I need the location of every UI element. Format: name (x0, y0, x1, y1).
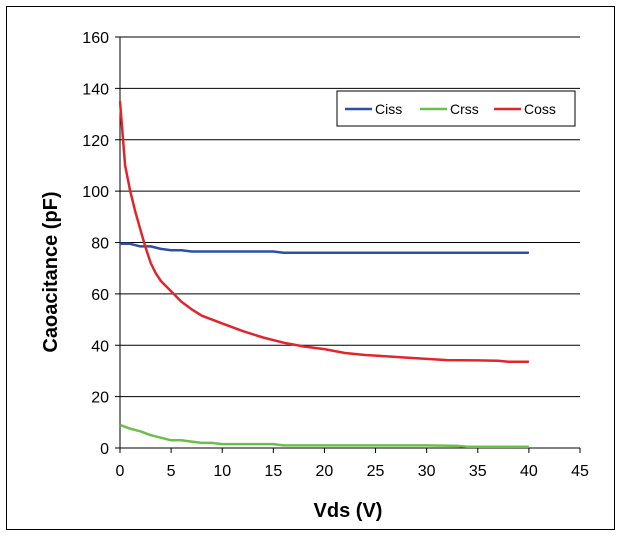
y-tick-label: 140 (82, 81, 109, 98)
x-tick-label: 5 (167, 463, 176, 480)
legend-label-crss: Crss (450, 101, 479, 117)
x-tick-labels: 0 5 10 15 20 25 30 35 40 45 (116, 463, 589, 480)
x-tick-label: 25 (367, 463, 385, 480)
y-tick-label: 20 (91, 390, 109, 407)
y-tick-label: 60 (91, 287, 109, 304)
x-tick-label: 10 (213, 463, 231, 480)
y-tick-label: 100 (82, 184, 109, 201)
gridlines (120, 36, 580, 398)
series-lines (118, 101, 529, 448)
y-tick-label: 160 (82, 30, 109, 47)
legend-label-ciss: Ciss (375, 101, 402, 117)
x-tick-label: 40 (520, 463, 538, 480)
series-line-crss (119, 423, 529, 448)
legend-box (336, 90, 576, 127)
x-axis-title: Vds (V) (314, 500, 383, 522)
legend-label-coss: Coss (524, 101, 556, 117)
y-tick-label: 120 (82, 133, 109, 150)
series-line-ciss (120, 242, 529, 255)
y-tick-label: 0 (100, 441, 109, 458)
x-tick-label: 20 (316, 463, 334, 480)
x-tick-label: 35 (469, 463, 487, 480)
x-tick-label: 15 (264, 463, 282, 480)
y-tick-labels: 0 20 40 60 80 100 120 140 160 (82, 30, 109, 458)
x-tick-label: 30 (418, 463, 436, 480)
y-axis-title: Caoacitance (pF) (40, 191, 62, 352)
x-tick-label: 0 (116, 463, 125, 480)
y-tick-label: 80 (91, 236, 109, 253)
x-tick-label: 45 (571, 463, 589, 480)
legend: Ciss Crss Coss (336, 90, 576, 127)
y-tick-label: 40 (91, 338, 109, 355)
series-line-coss (118, 101, 529, 363)
